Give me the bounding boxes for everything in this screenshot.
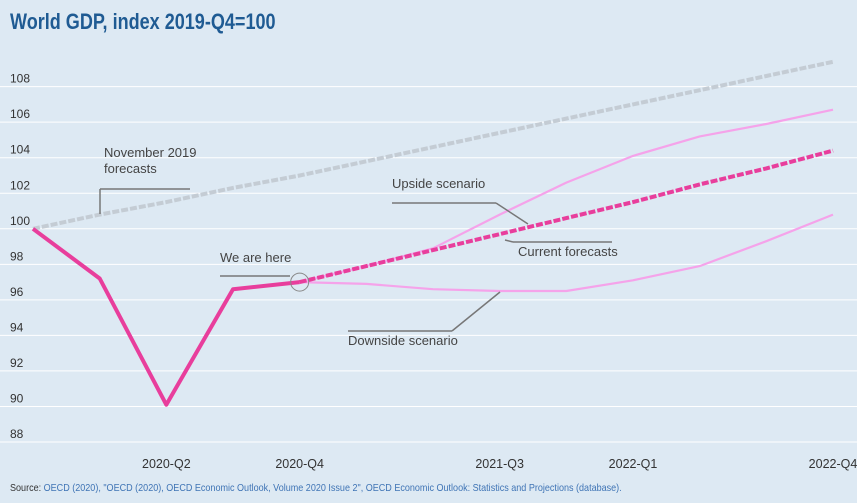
y-tick-label: 106	[10, 107, 30, 121]
annotation-leader	[451, 291, 501, 332]
y-tick-label: 92	[10, 356, 24, 370]
source-link[interactable]: OECD (2020), "OECD (2020), OECD Economic…	[43, 482, 622, 494]
grid-layer	[0, 86, 857, 443]
y-tick-label: 100	[10, 214, 30, 228]
y-tick-label: 98	[10, 249, 24, 263]
annotation-label: Downside scenario	[348, 333, 458, 348]
y-tick-label: 94	[10, 320, 24, 334]
annotation-leader	[504, 239, 514, 243]
y-tick-label: 96	[10, 285, 24, 299]
source-label: Source:	[10, 482, 42, 494]
annotation-label: November 2019	[104, 145, 197, 160]
annotation-label: We are here	[220, 250, 291, 265]
y-tick-label: 108	[10, 72, 30, 86]
x-axis-ticks: 2020-Q2 2020-Q4 2021-Q3 2022-Q1 2022-Q4	[142, 457, 857, 471]
y-tick-label: 104	[10, 143, 30, 157]
series-line-current	[299, 148, 834, 285]
annotation-label: Current forecasts	[518, 244, 618, 259]
x-tick-label: 2020-Q2	[142, 457, 191, 471]
y-tick-label: 88	[10, 427, 24, 441]
annotation-label: forecasts	[104, 161, 157, 176]
x-tick-label: 2022-Q1	[609, 457, 658, 471]
we-are-here-marker	[290, 272, 310, 292]
x-tick-label: 2022-Q4	[809, 457, 857, 471]
x-tick-label: 2021-Q3	[475, 457, 524, 471]
annotation-leader	[495, 202, 529, 225]
y-axis-ticks: 88 90 92 94 96 98 100 102 104 106 108	[10, 72, 30, 441]
y-tick-label: 102	[10, 178, 30, 192]
source-note: Source: OECD (2020), "OECD (2020), OECD …	[10, 482, 622, 494]
y-tick-label: 90	[10, 391, 24, 405]
series-layer	[31, 59, 834, 407]
chart-title: World GDP, index 2019-Q4=100	[10, 9, 276, 34]
annotation-label: Upside scenario	[392, 176, 485, 191]
x-tick-label: 2020-Q4	[275, 457, 324, 471]
